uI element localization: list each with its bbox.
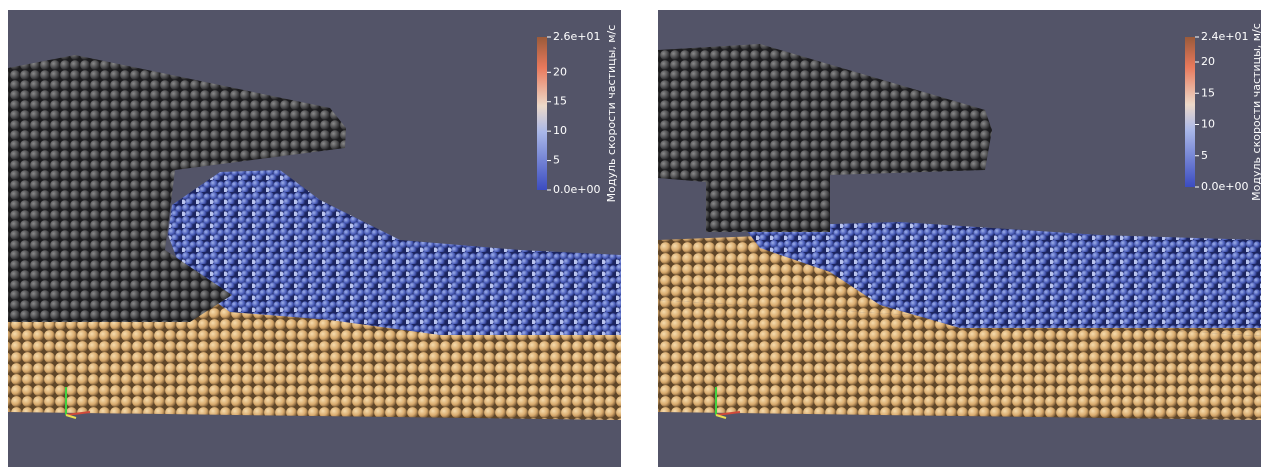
colorbar bbox=[1185, 37, 1195, 187]
colorbar-title: Модуль скорости частицы, м/с bbox=[1250, 23, 1261, 201]
colorbar-tick-label: 5 bbox=[553, 154, 560, 167]
colorbar-tick-label: 2.4e+01 bbox=[1201, 30, 1248, 43]
colorbar-tick-label: 20 bbox=[1201, 55, 1215, 68]
colorbar-tick-label: 10 bbox=[553, 124, 567, 137]
colorbar-tick-label: 2.6e+01 bbox=[553, 30, 600, 43]
colorbar-tick-label: 15 bbox=[1201, 86, 1215, 99]
colorbar-tick-label: 0.0e+00 bbox=[553, 183, 600, 196]
colorbar-tick-label: 15 bbox=[553, 95, 567, 108]
colorbar bbox=[537, 37, 547, 190]
colorbar-tick-label: 20 bbox=[553, 65, 567, 78]
floor-front bbox=[8, 322, 621, 420]
colorbar-tick-label: 0.0e+00 bbox=[1201, 180, 1248, 193]
colorbar-tick-label: 10 bbox=[1201, 118, 1215, 131]
colorbar-title: Модуль скорости частицы, м/с bbox=[605, 25, 618, 203]
colorbar-tick-label: 5 bbox=[1201, 149, 1208, 162]
screenshot: 2.6e+0120151050.0e+00Модуль скорости час… bbox=[0, 0, 1261, 472]
render-view: 2.6e+01 20 15 10 5 0.0e+00 Модуль скорости час… bbox=[8, 10, 621, 467]
